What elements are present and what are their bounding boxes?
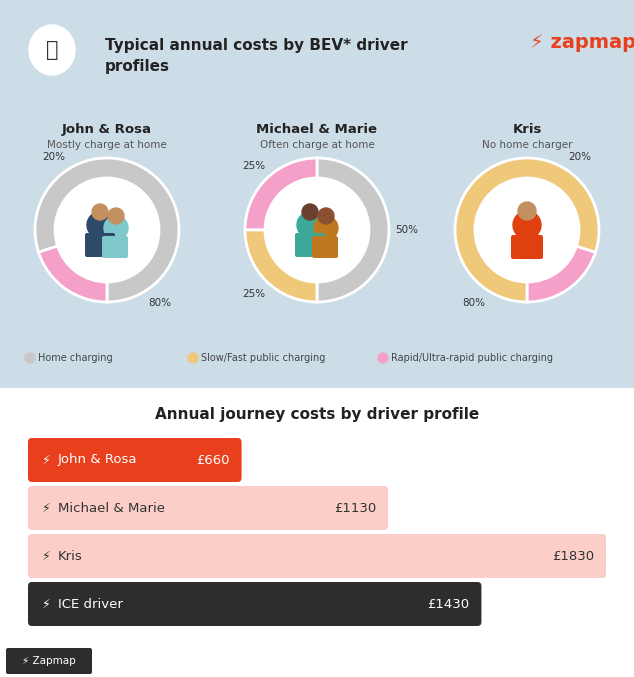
Text: £660: £660 — [196, 454, 230, 466]
FancyBboxPatch shape — [85, 233, 115, 257]
Text: Home charging: Home charging — [38, 353, 113, 363]
Circle shape — [92, 204, 108, 220]
Text: 50%: 50% — [396, 225, 418, 235]
Circle shape — [518, 202, 536, 220]
Circle shape — [266, 179, 368, 281]
Text: ⚡ Zapmap: ⚡ Zapmap — [22, 656, 76, 666]
Text: ⚡: ⚡ — [42, 454, 50, 466]
Circle shape — [188, 353, 198, 363]
Text: Typical annual costs by BEV* driver
profiles: Typical annual costs by BEV* driver prof… — [105, 38, 408, 74]
FancyBboxPatch shape — [295, 233, 325, 257]
Wedge shape — [245, 158, 317, 230]
Text: 25%: 25% — [242, 161, 265, 171]
Text: Mostly charge at home: Mostly charge at home — [47, 140, 167, 150]
Text: ⛽: ⛽ — [46, 40, 58, 60]
Text: John & Rosa: John & Rosa — [62, 123, 152, 136]
Text: Often charge at home: Often charge at home — [260, 140, 374, 150]
Circle shape — [108, 208, 124, 224]
Text: ⚡: ⚡ — [42, 550, 50, 563]
Circle shape — [25, 353, 35, 363]
Text: ⚡ zapmap: ⚡ zapmap — [530, 32, 634, 51]
FancyBboxPatch shape — [511, 235, 543, 259]
Wedge shape — [39, 246, 107, 302]
Wedge shape — [35, 158, 179, 302]
Text: Annual journey costs by driver profile: Annual journey costs by driver profile — [155, 408, 479, 422]
FancyBboxPatch shape — [6, 648, 92, 674]
Text: Kris: Kris — [512, 123, 541, 136]
Text: ⚡: ⚡ — [42, 502, 50, 515]
FancyBboxPatch shape — [28, 486, 388, 530]
FancyBboxPatch shape — [102, 236, 128, 258]
Circle shape — [297, 212, 323, 238]
Text: Rapid/Ultra-rapid public charging: Rapid/Ultra-rapid public charging — [391, 353, 553, 363]
FancyBboxPatch shape — [312, 236, 338, 258]
Text: No home charger: No home charger — [482, 140, 573, 150]
Circle shape — [476, 179, 578, 281]
Circle shape — [318, 208, 334, 224]
Circle shape — [513, 211, 541, 239]
Text: Michael & Marie: Michael & Marie — [58, 502, 165, 515]
Text: £1130: £1130 — [333, 502, 376, 515]
Text: ICE driver: ICE driver — [58, 598, 123, 611]
Circle shape — [87, 212, 113, 238]
Wedge shape — [245, 230, 317, 302]
Text: Michael & Marie: Michael & Marie — [257, 123, 377, 136]
Wedge shape — [317, 158, 389, 302]
Circle shape — [56, 179, 158, 281]
Text: 20%: 20% — [42, 152, 65, 162]
Circle shape — [104, 216, 128, 240]
Ellipse shape — [29, 25, 75, 75]
FancyBboxPatch shape — [0, 0, 634, 388]
Text: 20%: 20% — [569, 152, 592, 162]
Text: 80%: 80% — [463, 298, 486, 308]
Text: Slow/Fast public charging: Slow/Fast public charging — [201, 353, 325, 363]
Text: £1430: £1430 — [427, 598, 469, 611]
FancyBboxPatch shape — [0, 388, 634, 677]
Text: ⚡: ⚡ — [42, 598, 50, 611]
Text: 80%: 80% — [148, 298, 171, 308]
FancyBboxPatch shape — [28, 438, 242, 482]
Wedge shape — [527, 246, 595, 302]
Text: John & Rosa: John & Rosa — [58, 454, 138, 466]
Circle shape — [378, 353, 388, 363]
Wedge shape — [455, 158, 599, 302]
Text: 25%: 25% — [242, 288, 265, 299]
FancyBboxPatch shape — [28, 582, 481, 626]
Text: £1830: £1830 — [552, 550, 594, 563]
Text: Kris: Kris — [58, 550, 83, 563]
Circle shape — [314, 216, 338, 240]
FancyBboxPatch shape — [28, 534, 606, 578]
Circle shape — [302, 204, 318, 220]
